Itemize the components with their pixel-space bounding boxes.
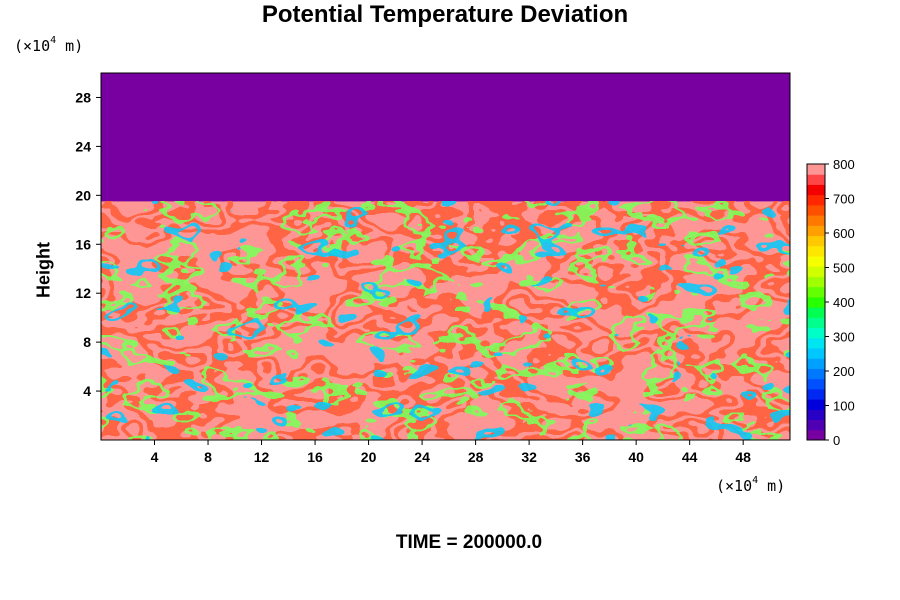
x-unit-prefix: (×10 — [716, 477, 753, 495]
colorbar-swatch — [807, 194, 825, 206]
colorbar-swatch — [807, 358, 825, 369]
colorbar-tick-label: 400 — [833, 295, 855, 310]
colorbar-tick-label: 200 — [833, 364, 855, 379]
y-tick-label: 20 — [75, 187, 91, 203]
x-tick-label: 4 — [151, 449, 159, 465]
x-tick-label: 28 — [468, 449, 484, 465]
x-tick-label: 12 — [254, 449, 270, 465]
x-unit-exponent: 4 — [752, 475, 759, 486]
x-tick-label: 20 — [361, 449, 377, 465]
colorbar-swatch — [807, 266, 825, 277]
y-tick-label: 4 — [83, 383, 91, 399]
x-tick-label: 24 — [414, 449, 430, 465]
colorbar-tick-label: 100 — [833, 399, 855, 414]
y-axis-unit: (×104 m) — [14, 34, 83, 55]
y-unit-prefix: (×10 — [14, 37, 51, 55]
y-tick-label: 24 — [75, 138, 91, 154]
colorbar-swatch — [807, 256, 825, 267]
y-tick-label: 16 — [75, 236, 91, 252]
colorbar-swatch — [807, 327, 825, 339]
colorbar-swatch — [807, 317, 825, 329]
colorbar-swatch — [807, 409, 825, 421]
y-axis-ticks: 4 8 12 16 20 24 28 — [75, 89, 101, 399]
colorbar-ticks: 0 100 200 300 400 500 600 700 800 — [825, 157, 855, 448]
colorbar-tick-label: 300 — [833, 330, 855, 345]
colorbar-swatch — [807, 399, 825, 410]
x-tick-label: 36 — [575, 449, 591, 465]
colorbar-swatch — [807, 388, 825, 400]
colorbar-tick-label: 600 — [833, 226, 855, 241]
colorbar-swatch — [807, 225, 825, 237]
texture-blue — [101, 201, 790, 440]
colorbar-swatch — [807, 184, 825, 196]
colorbar-swatch — [807, 337, 825, 349]
colorbar-swatch — [807, 245, 825, 257]
x-tick-label: 8 — [204, 449, 212, 465]
colorbar-swatch — [807, 307, 825, 318]
colorbar-swatch — [807, 286, 825, 298]
y-tick-label: 12 — [75, 285, 91, 301]
plot-frame — [100, 72, 791, 441]
colorbar-swatch — [807, 348, 825, 359]
colorbar-swatch — [807, 368, 825, 380]
y-unit-exponent: 4 — [50, 35, 57, 46]
x-tick-label: 44 — [682, 449, 698, 465]
colorbar-swatch — [807, 174, 825, 185]
x-tick-label: 32 — [521, 449, 537, 465]
colorbar — [806, 163, 826, 441]
x-unit-suffix: m) — [758, 477, 786, 495]
colorbar-tick-label: 700 — [833, 192, 855, 207]
colorbar-swatch — [807, 215, 825, 226]
x-tick-label: 48 — [735, 449, 751, 465]
chart-title: Potential Temperature Deviation — [261, 1, 629, 28]
colorbar-swatch — [807, 419, 825, 431]
y-unit-suffix: m) — [56, 37, 84, 55]
colorbar-swatch — [807, 276, 825, 288]
time-label: TIME = 200000.0 — [395, 532, 543, 553]
colorbar-swatch — [807, 204, 825, 216]
plot-area — [100, 72, 791, 441]
colorbar-swatch — [807, 164, 825, 175]
x-tick-label: 40 — [628, 449, 644, 465]
colorbar-tick-label: 800 — [833, 157, 855, 172]
y-tick-label: 8 — [83, 334, 91, 350]
x-axis-ticks: 4 8 12 16 20 24 28 32 36 40 44 48 — [151, 440, 751, 465]
x-axis-unit: (×104 m) — [716, 474, 785, 495]
colorbar-swatch — [807, 378, 825, 390]
region-upper-layer — [101, 73, 790, 202]
colorbar-swatch — [807, 429, 825, 441]
x-tick-label: 16 — [307, 449, 323, 465]
colorbar-tick-label: 500 — [833, 261, 855, 276]
colorbar-swatch — [807, 296, 825, 308]
colorbar-swatch — [807, 235, 825, 247]
y-tick-label: 28 — [75, 89, 91, 105]
colorbar-tick-label: 0 — [833, 433, 840, 448]
